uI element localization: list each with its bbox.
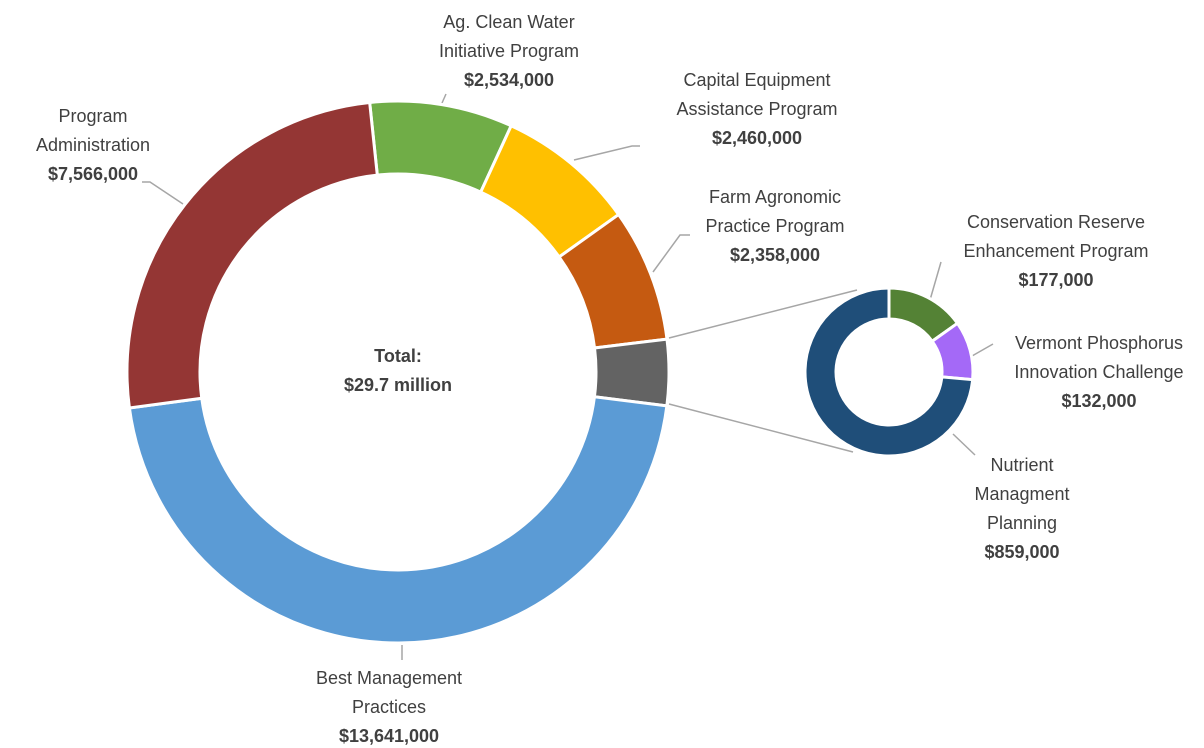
value-label: $7,566,000 (47, 164, 139, 184)
leader-line (573, 145, 640, 161)
slice-label: Program Administration $7,566,000 (21, 102, 166, 189)
slice-label: Conservation Reserve Enhancement Program… (939, 208, 1174, 295)
category-label: Farm Agronomic Practice Program (705, 187, 845, 236)
center-label: Total: $29.7 million (298, 342, 498, 400)
slice-label: Vermont Phosphorus Innovation Challenge $… (997, 329, 1202, 416)
category-label: Ag. Clean Water Initiative Program (438, 12, 580, 61)
donut-slice (803, 286, 975, 458)
slice-label: Nutrient Managment Planning $859,000 (970, 451, 1075, 567)
value-label: $132,000 (1061, 391, 1137, 411)
connector-line (668, 289, 858, 339)
category-label: Program Administration (35, 106, 151, 155)
donut-slice (125, 100, 379, 410)
slice-label: Best Management Practices $13,641,000 (292, 664, 487, 748)
center-value: $29.7 million (343, 375, 453, 395)
value-label: $177,000 (1018, 270, 1094, 290)
value-label: $2,460,000 (711, 128, 803, 148)
leader-line (142, 181, 184, 205)
value-label: $2,534,000 (463, 70, 555, 90)
value-label: $2,358,000 (729, 245, 821, 265)
slice-label: Ag. Clean Water Initiative Program $2,534… (414, 8, 604, 95)
leader-line (441, 93, 447, 104)
connector-line (668, 403, 854, 453)
leader-line (952, 433, 976, 456)
center-title: Total: (374, 346, 422, 366)
category-label: Capital Equipment Assistance Program (676, 70, 838, 119)
leader-lines (142, 93, 994, 660)
slice-label: Capital Equipment Assistance Program $2,4… (655, 66, 860, 153)
donut-slice (592, 337, 671, 408)
category-label: Vermont Phosphorus Innovation Challenge (1014, 333, 1184, 382)
category-label: Conservation Reserve Enhancement Program (963, 212, 1149, 261)
category-label: Best Management Practices (315, 668, 463, 717)
slice-label: Farm Agronomic Practice Program $2,358,00… (683, 183, 868, 270)
leader-line (971, 343, 994, 357)
value-label: $859,000 (984, 542, 1060, 562)
value-label: $13,641,000 (338, 726, 440, 746)
category-label: Nutrient Managment Planning (974, 455, 1070, 533)
leader-line (929, 261, 942, 301)
donut-slice (127, 395, 669, 645)
leader-line (652, 234, 690, 273)
